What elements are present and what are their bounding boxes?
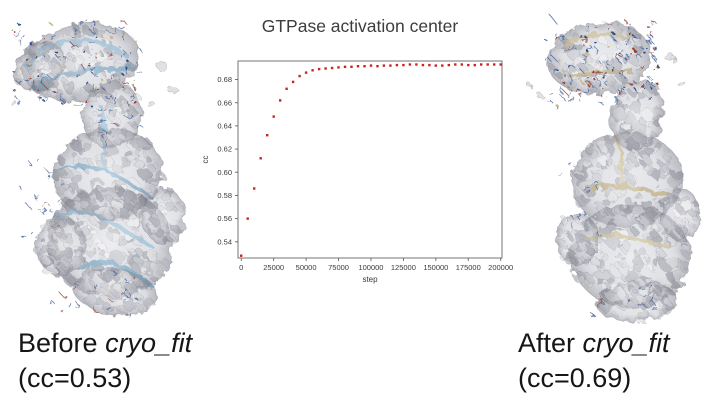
scatter-plot: 0 25000 50000 75000 100000 125000 150000 175000… (201, 60, 513, 284)
after-structure-image (527, 15, 701, 324)
before-caption-program: cryo_fit (105, 328, 193, 358)
cc-convergence-chart: 0 25000 50000 75000 100000 125000 150000 175000… (195, 45, 525, 308)
plot-area: 0 25000 50000 75000 100000 125000 150000 175000… (201, 60, 513, 284)
svg-text:25000: 25000 (263, 263, 284, 272)
svg-text:175000: 175000 (456, 263, 481, 272)
svg-text:0.58: 0.58 (217, 191, 232, 200)
svg-text:0.68: 0.68 (217, 75, 232, 84)
after-caption-prefix: After (518, 328, 583, 358)
svg-text:100000: 100000 (358, 263, 383, 272)
svg-text:0.62: 0.62 (217, 145, 232, 154)
svg-text:0: 0 (239, 263, 243, 272)
svg-text:200000: 200000 (488, 263, 513, 272)
chart-title: GTPase activation center (261, 16, 459, 36)
svg-text:75000: 75000 (328, 263, 349, 272)
svg-text:0.56: 0.56 (217, 214, 232, 223)
svg-text:0.54: 0.54 (217, 237, 232, 246)
svg-text:0.60: 0.60 (217, 168, 232, 177)
before-caption-prefix: Before (18, 328, 106, 358)
before-structure-image (10, 19, 186, 319)
svg-text:50000: 50000 (296, 263, 317, 272)
after-caption-program: cryo_fit (582, 328, 670, 358)
svg-text:150000: 150000 (423, 263, 448, 272)
svg-text:125000: 125000 (391, 263, 416, 272)
svg-text:0.66: 0.66 (217, 98, 232, 107)
x-axis-label: step (362, 275, 378, 284)
before-caption-cc: (cc=0.53) (18, 363, 132, 394)
density-map-graphic (10, 19, 186, 319)
y-axis-label: cc (201, 156, 210, 164)
after-caption: After cryo_fit (cc=0.69) (518, 326, 670, 396)
after-caption-cc: (cc=0.69) (518, 363, 632, 394)
before-caption: Before cryo_fit (cc=0.53) (18, 326, 192, 396)
svg-text:0.64: 0.64 (217, 121, 232, 130)
scatter-points (240, 63, 502, 257)
density-map-graphic (527, 15, 701, 324)
